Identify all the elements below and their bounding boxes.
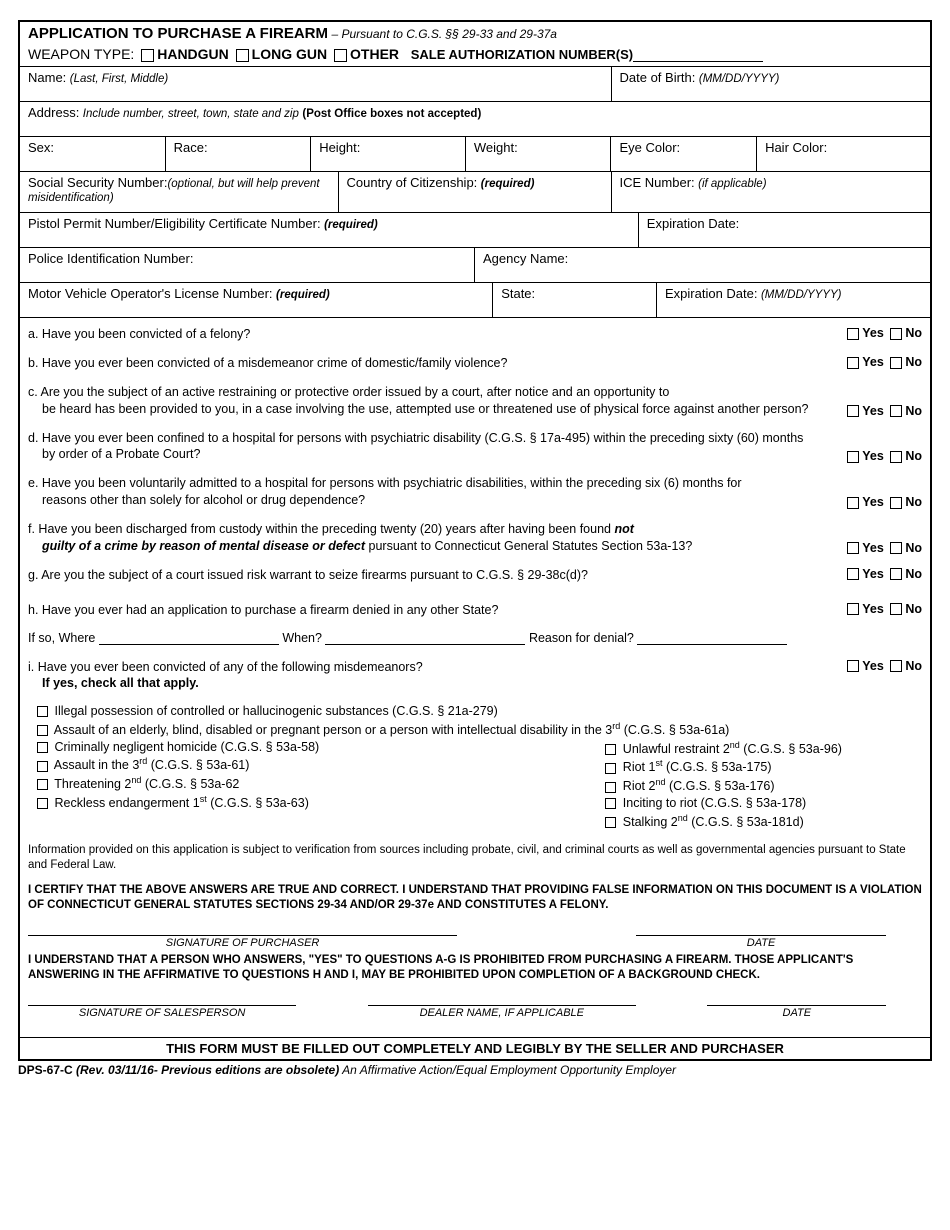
other-checkbox[interactable] bbox=[334, 49, 347, 62]
hair-cell[interactable]: Hair Color: bbox=[757, 137, 930, 171]
form-title: APPLICATION TO PURCHASE A FIREARM bbox=[28, 25, 328, 42]
qd-yes[interactable] bbox=[847, 451, 859, 463]
certify-statement: I CERTIFY THAT THE ABOVE ANSWERS ARE TRU… bbox=[28, 883, 922, 913]
reason-field[interactable] bbox=[637, 631, 787, 645]
understand-statement: I UNDERSTAND THAT A PERSON WHO ANSWERS, … bbox=[28, 953, 922, 983]
where-field[interactable] bbox=[99, 631, 279, 645]
pistol-cell[interactable]: Pistol Permit Number/Eligibility Certifi… bbox=[20, 213, 639, 247]
mis-c1[interactable] bbox=[37, 706, 48, 717]
expiration-cell[interactable]: Expiration Date: bbox=[639, 213, 930, 247]
question-f: f. Have you been discharged from custody… bbox=[28, 521, 922, 555]
denial-details: If so, Where When? Reason for denial? bbox=[28, 631, 922, 645]
qe-yes[interactable] bbox=[847, 497, 859, 509]
form-subtitle: – Pursuant to C.G.S. §§ 29-33 and 29-37a bbox=[332, 27, 557, 41]
qa-no[interactable] bbox=[890, 328, 902, 340]
state-cell[interactable]: State: bbox=[493, 283, 657, 317]
mis-c2[interactable] bbox=[37, 725, 48, 736]
salesperson-signature-row: SIGNATURE OF SALESPERSON DEALER NAME, IF… bbox=[28, 1005, 922, 1019]
qb-no[interactable] bbox=[890, 357, 902, 369]
qf-yes[interactable] bbox=[847, 542, 859, 554]
sale-auth-label: SALE AUTHORIZATION NUMBER(S) bbox=[411, 47, 633, 62]
longgun-checkbox[interactable] bbox=[236, 49, 249, 62]
dob-cell[interactable]: Date of Birth: (MM/DD/YYYY) bbox=[612, 67, 931, 101]
mvl-cell[interactable]: Motor Vehicle Operator's License Number:… bbox=[20, 283, 493, 317]
mis-r3[interactable] bbox=[605, 782, 616, 793]
mis-r2[interactable] bbox=[605, 763, 616, 774]
qi-yes[interactable] bbox=[847, 660, 859, 672]
race-cell[interactable]: Race: bbox=[166, 137, 312, 171]
agency-cell[interactable]: Agency Name: bbox=[475, 248, 930, 282]
mis-c6[interactable] bbox=[37, 798, 48, 809]
sale-auth-field[interactable] bbox=[633, 48, 763, 62]
qh-yes[interactable] bbox=[847, 603, 859, 615]
when-field[interactable] bbox=[325, 631, 525, 645]
completion-notice: THIS FORM MUST BE FILLED OUT COMPLETELY … bbox=[20, 1037, 930, 1059]
exp2-cell[interactable]: Expiration Date: (MM/DD/YYYY) bbox=[657, 283, 930, 317]
weapon-type-row: WEAPON TYPE: HANDGUN LONG GUN OTHER SALE… bbox=[20, 44, 930, 66]
eye-cell[interactable]: Eye Color: bbox=[611, 137, 757, 171]
mis-r5[interactable] bbox=[605, 817, 616, 828]
question-c: c. Are you the subject of an active rest… bbox=[28, 384, 922, 418]
qd-no[interactable] bbox=[890, 451, 902, 463]
qi-no[interactable] bbox=[890, 660, 902, 672]
qg-no[interactable] bbox=[890, 568, 902, 580]
question-h: h. Have you ever had an application to p… bbox=[28, 602, 922, 619]
question-e: e. Have you been voluntarily admitted to… bbox=[28, 475, 922, 509]
name-cell[interactable]: Name: (Last, First, Middle) bbox=[20, 67, 612, 101]
height-cell[interactable]: Height: bbox=[311, 137, 466, 171]
address-cell[interactable]: Address: Include number, street, town, s… bbox=[20, 102, 930, 136]
sex-cell[interactable]: Sex: bbox=[20, 137, 166, 171]
form-footer: DPS-67-C (Rev. 03/11/16- Previous editio… bbox=[18, 1061, 932, 1079]
qf-no[interactable] bbox=[890, 542, 902, 554]
purchaser-signature-row: SIGNATURE OF PURCHASER DATE bbox=[28, 935, 922, 949]
qe-no[interactable] bbox=[890, 497, 902, 509]
qb-yes[interactable] bbox=[847, 357, 859, 369]
police-cell[interactable]: Police Identification Number: bbox=[20, 248, 475, 282]
weight-cell[interactable]: Weight: bbox=[466, 137, 612, 171]
qc-yes[interactable] bbox=[847, 405, 859, 417]
mis-c4[interactable] bbox=[37, 761, 48, 772]
qc-no[interactable] bbox=[890, 405, 902, 417]
qg-yes[interactable] bbox=[847, 568, 859, 580]
form-header: APPLICATION TO PURCHASE A FIREARM – Purs… bbox=[20, 22, 930, 44]
ssn-cell[interactable]: Social Security Number:(optional, but wi… bbox=[20, 172, 339, 212]
qh-no[interactable] bbox=[890, 603, 902, 615]
country-cell[interactable]: Country of Citizenship: (required) bbox=[339, 172, 612, 212]
ice-cell[interactable]: ICE Number: (if applicable) bbox=[612, 172, 931, 212]
qa-yes[interactable] bbox=[847, 328, 859, 340]
question-a: a. Have you been convicted of a felony? … bbox=[28, 326, 922, 343]
mis-r4[interactable] bbox=[605, 798, 616, 809]
mis-c3[interactable] bbox=[37, 742, 48, 753]
question-i: i. Have you ever been convicted of any o… bbox=[28, 659, 922, 693]
question-g: g. Are you the subject of a court issued… bbox=[28, 567, 922, 584]
question-d: d. Have you ever been confined to a hosp… bbox=[28, 430, 922, 464]
handgun-checkbox[interactable] bbox=[141, 49, 154, 62]
weapon-type-label: WEAPON TYPE: bbox=[28, 46, 134, 62]
question-b: b. Have you ever been convicted of a mis… bbox=[28, 355, 922, 372]
questions-section: a. Have you been convicted of a felony? … bbox=[20, 317, 930, 1037]
misdemeanor-list: Illegal possession of controlled or hall… bbox=[34, 704, 922, 831]
mis-c5[interactable] bbox=[37, 779, 48, 790]
mis-r1[interactable] bbox=[605, 744, 616, 755]
verification-notice: Information provided on this application… bbox=[28, 843, 922, 873]
